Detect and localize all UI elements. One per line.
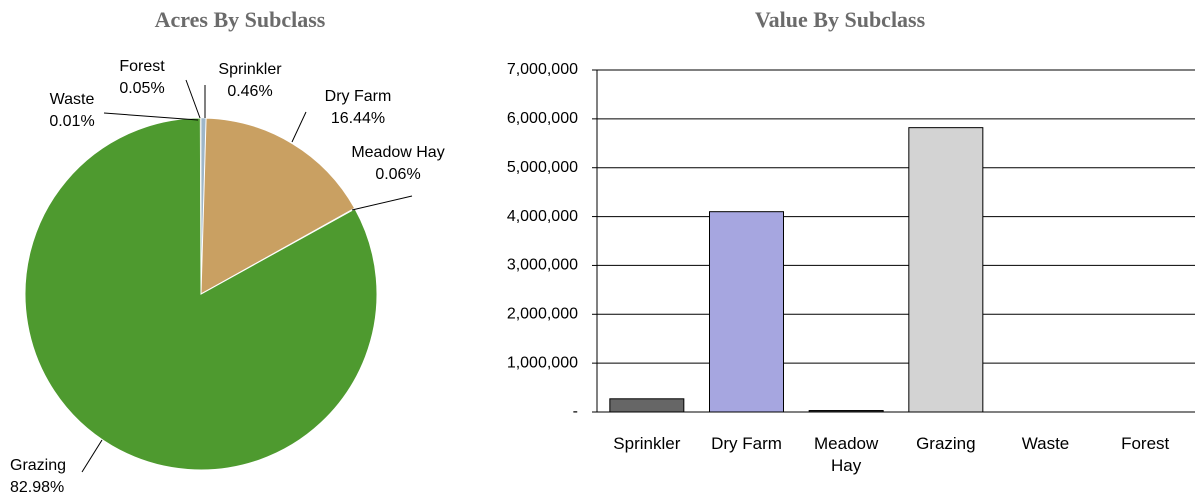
y-tick-label: 4,000,000 [507, 208, 578, 225]
y-tick-label: - [573, 403, 578, 420]
y-tick-label: 5,000,000 [507, 159, 578, 176]
x-tick-label: Dry Farm [711, 434, 782, 453]
x-tick-label: Forest [1121, 434, 1170, 453]
slice-value-label: 82.98% [10, 479, 64, 496]
bar [709, 211, 784, 413]
x-tick-label: Waste [1021, 434, 1070, 453]
slice-label: Grazing [10, 457, 66, 474]
pie-slice [200, 117, 202, 295]
x-tick-label: Meadow Hay [814, 434, 879, 475]
y-tick-label: 7,000,000 [507, 61, 578, 78]
bar [808, 410, 884, 413]
bar [908, 127, 984, 413]
bar-title: Value By Subclass [755, 7, 926, 32]
leader-line [185, 79, 201, 119]
pie-title: Acres By Subclass [155, 7, 326, 32]
pie-slice [200, 117, 356, 295]
slice-value-label: 0.05% [119, 80, 164, 97]
slice-value-label: 16.44% [331, 110, 385, 127]
leader-line [103, 112, 199, 121]
slice-label: Dry Farm [325, 88, 392, 105]
slice-value-label: 0.01% [49, 113, 94, 130]
leader-line [291, 111, 307, 143]
bar [609, 398, 685, 413]
y-tick-label: 2,000,000 [507, 306, 578, 323]
x-tick-label: Sprinkler [613, 434, 681, 453]
y-tick-label: 3,000,000 [507, 257, 578, 274]
pie-slice [24, 117, 378, 471]
y-tick-label: 1,000,000 [507, 354, 578, 371]
slice-value-label: 0.06% [375, 166, 420, 183]
slice-label: Meadow Hay [351, 144, 444, 161]
slice-label: Sprinkler [218, 61, 282, 78]
y-tick-label: 6,000,000 [507, 110, 578, 127]
leader-line [81, 439, 103, 473]
slice-value-label: 0.46% [227, 83, 272, 100]
slice-label: Waste [50, 91, 95, 108]
slice-label: Forest [119, 58, 165, 75]
x-tick-label: Grazing [916, 434, 976, 453]
leader-line [351, 195, 413, 211]
